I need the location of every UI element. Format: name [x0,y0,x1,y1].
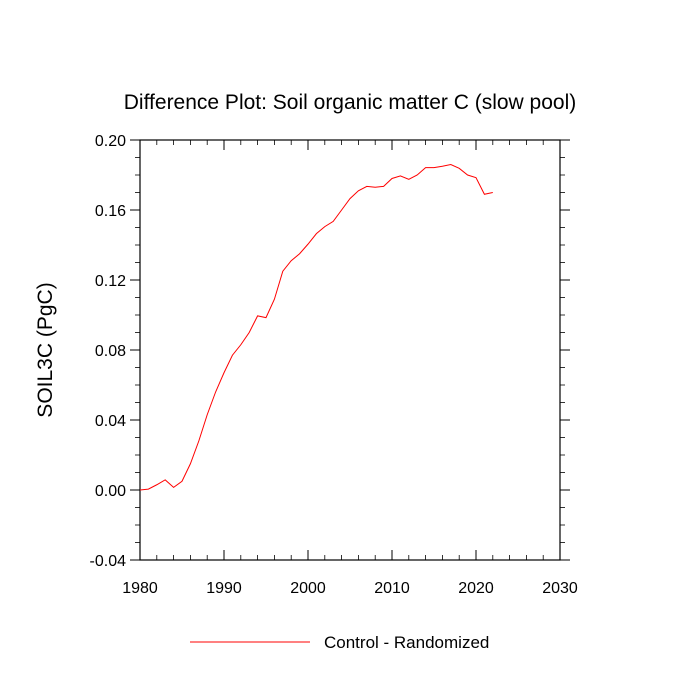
x-tick-label: 1980 [122,580,158,597]
legend-label: Control - Randomized [324,633,489,652]
y-tick-label: 0.00 [95,483,126,500]
y-tick-label: 0.12 [95,273,126,290]
tick-marks [130,139,570,561]
plot-frame [139,139,561,561]
y-axis-label: SOIL3C (PgC) [34,282,57,417]
legend: Control - Randomized [190,633,489,652]
x-tick-label: 2010 [374,580,410,597]
x-tick-label: 2020 [458,580,494,597]
y-tick-label: 0.04 [95,413,126,430]
x-tick-label: 2030 [542,580,578,597]
y-tick-label: -0.04 [90,553,127,570]
axes: 1980 1990 2000 2010 2020 2030 -0.04 0.00 0.04 0.0… [90,133,578,597]
y-tick-label: 0.20 [95,133,126,150]
chart-title: Difference Plot: Soil organic matter C (… [124,91,576,114]
x-tick-label: 1990 [206,580,242,597]
series-layer [139,163,493,491]
y-tick-label: 0.08 [95,343,126,360]
series-line [139,163,493,491]
y-tick-label: 0.16 [95,203,126,220]
x-tick-label: 2000 [290,580,326,597]
